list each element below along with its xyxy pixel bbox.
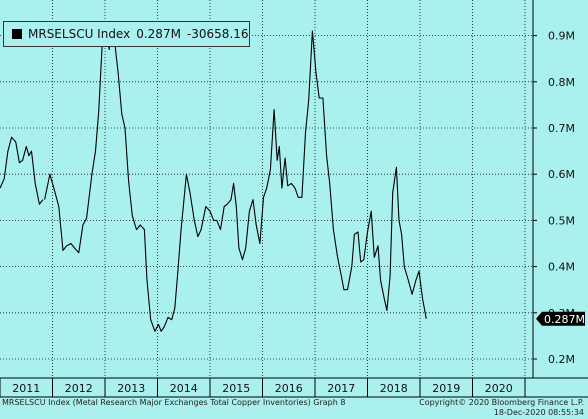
y-tick-label: 0.4M xyxy=(548,261,575,274)
last-value-badge xyxy=(536,311,585,326)
x-tick-label: 2016 xyxy=(275,382,303,395)
axes xyxy=(0,0,588,398)
y-tick-label: 0.9M xyxy=(548,30,575,43)
x-tick-label: 2012 xyxy=(65,382,93,395)
x-tick-label: 2015 xyxy=(222,382,250,395)
last-value-label: 0.287M xyxy=(544,313,585,326)
y-tick-label: 0.2M xyxy=(548,353,575,366)
footer-timestamp: 18-Dec-2020 08:55:34 xyxy=(493,408,584,417)
last-value-marker: 0.287M xyxy=(536,311,585,326)
series-swatch xyxy=(12,29,22,39)
gridlines xyxy=(0,0,533,378)
x-tick-label: 2014 xyxy=(170,382,198,395)
footer-description: MRSELSCU Index (Metal Research Major Exc… xyxy=(2,398,346,407)
series-line xyxy=(44,21,427,332)
x-tick-label: 2011 xyxy=(12,382,40,395)
footer-copyright: Copyright© 2020 Bloomberg Finance L.P. xyxy=(419,398,584,407)
legend-change: -30658.16 xyxy=(186,27,249,41)
x-axis-ticks: 2011 2012 2013 2014 2015 2016 2017 2018 2019 2020 xyxy=(0,378,526,397)
footer-credits: Copyright© 2020 Bloomberg Finance L.P. 1… xyxy=(419,398,584,418)
series-line xyxy=(0,136,44,205)
y-tick-label: 0.7M xyxy=(548,122,575,135)
x-tick-label: 2017 xyxy=(327,382,355,395)
y-axis-ticks: 0.2M0.3M0.4M0.5M0.6M0.7M0.8M0.9M xyxy=(533,30,575,366)
y-tick-label: 0.8M xyxy=(548,76,575,89)
y-tick-label: 0.5M xyxy=(548,214,575,227)
legend-ticker: MRSELSCU Index xyxy=(28,27,131,41)
x-tick-label: 2013 xyxy=(117,382,145,395)
legend-box[interactable]: MRSELSCU Index 0.287M -30658.16 xyxy=(3,21,250,47)
series-layer xyxy=(0,21,427,332)
x-tick-label: 2020 xyxy=(485,382,513,395)
y-tick-label: 0.6M xyxy=(548,168,575,181)
legend-last-value: 0.287M xyxy=(136,27,181,41)
x-tick-label: 2018 xyxy=(380,382,408,395)
x-tick-label: 2019 xyxy=(432,382,460,395)
